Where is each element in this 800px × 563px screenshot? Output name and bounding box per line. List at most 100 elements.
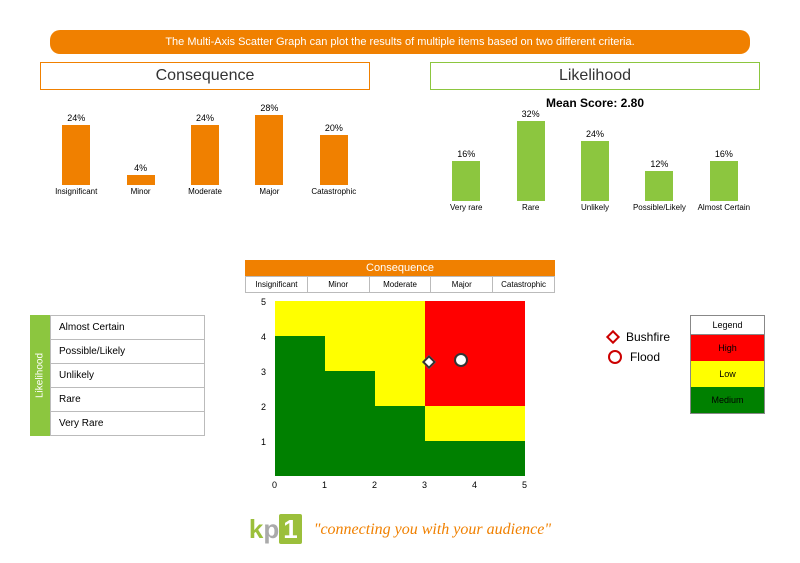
- tagline: "connecting you with your audience": [314, 521, 551, 539]
- y-tick: 5: [261, 297, 266, 307]
- marker-legend-row: Bushfire: [608, 330, 670, 344]
- heatmap-cell: [325, 301, 375, 371]
- bar-group: 24% Insignificant: [44, 113, 108, 196]
- matrix-area: Consequence InsignificantMinorModerateMa…: [245, 260, 555, 476]
- likelihood-table: Likelihood Almost CertainPossible/Likely…: [30, 315, 205, 436]
- bar-value-label: 28%: [260, 103, 278, 113]
- bar-group: 24% Moderate: [173, 113, 237, 196]
- bar-category-label: Major: [259, 187, 279, 196]
- likelihood-row: Rare: [50, 388, 205, 412]
- bar-group: 20% Catastrophic: [302, 123, 366, 196]
- bar-category-label: Insignificant: [55, 187, 97, 196]
- x-tick: 3: [422, 480, 427, 490]
- x-tick: 2: [372, 480, 377, 490]
- y-tick: 4: [261, 332, 266, 342]
- matrix-column-headers: InsignificantMinorModerateMajorCatastrop…: [245, 276, 555, 293]
- consequence-barchart: 24% Insignificant 4% Minor 24% Moderate 28% Maj…: [40, 96, 370, 196]
- likelihood-column: Likelihood Mean Score: 2.80 16%Very rare…: [430, 62, 760, 212]
- bar-category-label: Unlikely: [581, 203, 609, 212]
- x-tick: 0: [272, 480, 277, 490]
- matrix-header: Consequence: [245, 260, 555, 276]
- bar-value-label: 32%: [522, 109, 540, 119]
- heatmap-cell: [475, 441, 525, 476]
- bar-category-label: Possible/Likely: [633, 203, 686, 212]
- matrix-col-header: Moderate: [370, 277, 432, 292]
- bar-group: 16% Very rare: [434, 149, 498, 212]
- bar-group: 4% Minor: [108, 163, 172, 196]
- heatmap-cell: [325, 371, 375, 476]
- heatmap-cell: [375, 406, 425, 476]
- bar: [127, 175, 155, 185]
- bar: [191, 125, 219, 185]
- legend-box: Legend HighLowMedium: [690, 315, 765, 414]
- logo-p: p: [263, 514, 279, 544]
- matrix-col-header: Major: [431, 277, 493, 292]
- y-tick: 2: [261, 402, 266, 412]
- y-tick: 3: [261, 367, 266, 377]
- bar-category-label: Almost Certain: [698, 203, 750, 212]
- bar: [517, 121, 545, 201]
- bar-value-label: 24%: [67, 113, 85, 123]
- likelihood-barchart: 16% Very rare 32% Rare 24% Unlikely 12% Possibl…: [430, 112, 760, 212]
- bar-group: 32% Rare: [498, 109, 562, 212]
- matrix-col-header: Minor: [308, 277, 370, 292]
- legend-rows: HighLowMedium: [691, 335, 764, 413]
- logo-one: 1: [279, 514, 301, 544]
- mean-score: Mean Score: 2.80: [430, 96, 760, 110]
- bar-value-label: 16%: [715, 149, 733, 159]
- heatmap: 12345012345: [275, 301, 525, 476]
- likelihood-row: Possible/Likely: [50, 340, 205, 364]
- x-tick: 4: [472, 480, 477, 490]
- logo-k: k: [249, 514, 263, 544]
- bar-value-label: 12%: [650, 159, 668, 169]
- bar-group: 24% Unlikely: [563, 129, 627, 212]
- bar-group: 12% Possible/Likely: [627, 159, 691, 212]
- bar-category-label: Catastrophic: [311, 187, 356, 196]
- bar: [320, 135, 348, 185]
- bar-category-label: Very rare: [450, 203, 482, 212]
- top-row: Consequence 24% Insignificant 4% Minor 24% Mo…: [0, 62, 800, 212]
- likelihood-side-label: Likelihood: [30, 315, 50, 436]
- y-tick: 1: [261, 437, 266, 447]
- likelihood-rows: Almost CertainPossible/LikelyUnlikelyRar…: [50, 315, 205, 436]
- logo: kp1: [249, 514, 302, 545]
- diamond-icon: [606, 330, 620, 344]
- x-tick: 5: [522, 480, 527, 490]
- bar-group: 16% Almost Certain: [692, 149, 756, 212]
- matrix-col-header: Insignificant: [246, 277, 308, 292]
- likelihood-row: Unlikely: [50, 364, 205, 388]
- footer: kp1 "connecting you with your audience": [0, 514, 800, 545]
- heatmap-cell: [275, 336, 325, 476]
- marker-legend-label: Bushfire: [626, 330, 670, 344]
- marker-legend-row: Flood: [608, 350, 670, 364]
- bar-value-label: 24%: [586, 129, 604, 139]
- bar: [710, 161, 738, 201]
- bar-category-label: Moderate: [188, 187, 222, 196]
- bar: [581, 141, 609, 201]
- heatmap-cell: [425, 301, 525, 406]
- bar-category-label: Minor: [131, 187, 151, 196]
- banner: The Multi-Axis Scatter Graph can plot th…: [50, 30, 750, 54]
- bar-value-label: 4%: [134, 163, 147, 173]
- circle-icon: [608, 350, 622, 364]
- bar-group: 28% Major: [237, 103, 301, 196]
- bar-value-label: 24%: [196, 113, 214, 123]
- bar-category-label: Rare: [522, 203, 539, 212]
- marker-legend-label: Flood: [630, 350, 660, 364]
- likelihood-row: Very Rare: [50, 412, 205, 436]
- legend-row: Low: [691, 361, 764, 387]
- likelihood-row: Almost Certain: [50, 315, 205, 340]
- x-tick: 1: [322, 480, 327, 490]
- consequence-column: Consequence 24% Insignificant 4% Minor 24% Mo…: [40, 62, 370, 212]
- heatmap-cell: [425, 441, 475, 476]
- bar-value-label: 20%: [325, 123, 343, 133]
- bar: [645, 171, 673, 201]
- bar-value-label: 16%: [457, 149, 475, 159]
- marker-legend: Bushfire Flood: [608, 330, 670, 370]
- matrix-col-header: Catastrophic: [493, 277, 554, 292]
- bar: [452, 161, 480, 201]
- consequence-header: Consequence: [40, 62, 370, 90]
- legend-title: Legend: [691, 316, 764, 335]
- bar: [62, 125, 90, 185]
- marker-circle: [454, 353, 468, 367]
